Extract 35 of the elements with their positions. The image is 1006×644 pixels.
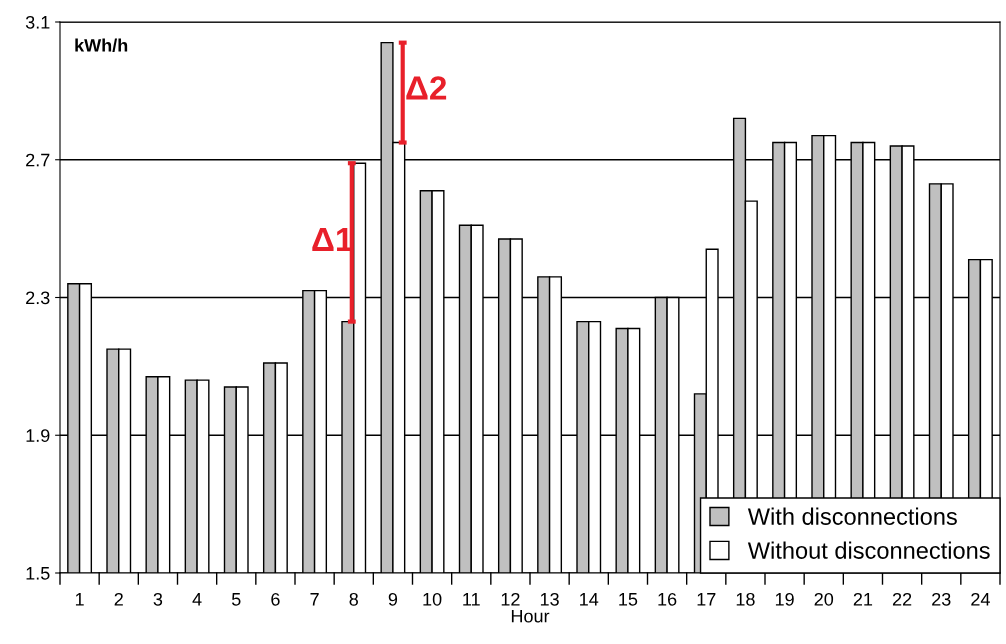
x-tick-label: 18 (736, 592, 755, 606)
x-tick-label: 20 (814, 592, 834, 606)
x-tick-label: 6 (271, 592, 280, 606)
x-tick-label: 17 (697, 593, 716, 606)
x-tick-label: 14 (580, 593, 599, 606)
x-tick-label: 1 (75, 593, 84, 606)
annotation: Δ2 (406, 76, 447, 100)
x-tick-label: 19 (775, 592, 794, 606)
x-tick-label: 23 (932, 592, 951, 606)
x-tick-label: 9 (388, 592, 398, 606)
legend-label: Without disconnections (747, 541, 990, 559)
x-tick-label: 5 (231, 593, 241, 606)
x-tick-label: 10 (423, 592, 442, 606)
y-tick-label: 1.5 (26, 567, 50, 580)
x-tick-label: 24 (971, 592, 990, 606)
y-tick-label: 2.3 (26, 291, 50, 305)
x-tick-label: 15 (619, 593, 638, 606)
x-tick-label: 12 (501, 592, 520, 606)
x-tick-label: 2 (114, 592, 123, 606)
y-axis-title: kWh/h (75, 38, 128, 52)
x-tick-label: 22 (892, 592, 912, 606)
x-tick-label: 11 (463, 593, 480, 606)
y-tick-label: 2.7 (26, 153, 50, 167)
y-tick-label: 1.9 (26, 429, 50, 442)
x-tick-label: 4 (192, 593, 202, 606)
x-tick-label: 13 (540, 592, 559, 606)
legend-label: With disconnections (747, 507, 957, 525)
x-axis-title: Hour (511, 609, 550, 623)
annotation: Δ1 (312, 228, 353, 252)
x-tick-label: 8 (349, 592, 358, 606)
x-tick-label: 21 (853, 592, 873, 606)
x-tick-label: 16 (658, 592, 677, 606)
x-tick-label: 7 (310, 593, 319, 606)
x-tick-label: 3 (153, 592, 163, 606)
y-tick-label: 3.1 (25, 15, 50, 29)
